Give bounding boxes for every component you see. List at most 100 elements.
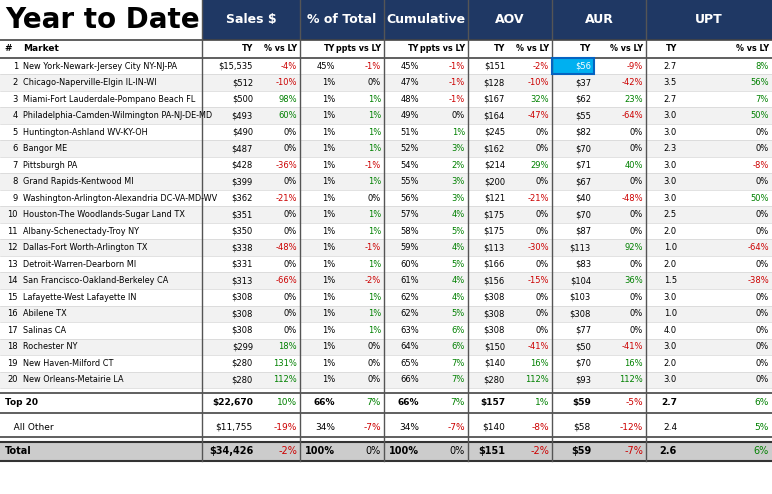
Bar xyxy=(0,240,772,256)
Text: % vs LY: % vs LY xyxy=(264,44,297,53)
Text: $157: $157 xyxy=(480,398,505,407)
Text: $77: $77 xyxy=(575,326,591,335)
Text: TY: TY xyxy=(665,44,677,53)
Text: 2.0: 2.0 xyxy=(664,359,677,368)
Text: Total: Total xyxy=(5,446,32,456)
Text: -64%: -64% xyxy=(621,111,643,120)
Text: New Haven-Milford CT: New Haven-Milford CT xyxy=(23,359,113,368)
Text: 5%: 5% xyxy=(754,423,769,432)
Text: 0%: 0% xyxy=(284,128,297,137)
Text: $140: $140 xyxy=(482,423,505,432)
Text: 17: 17 xyxy=(8,326,18,335)
Text: $71: $71 xyxy=(575,161,591,170)
Text: 60%: 60% xyxy=(279,111,297,120)
Text: -21%: -21% xyxy=(276,194,297,203)
Text: $166: $166 xyxy=(483,260,505,269)
Text: 1%: 1% xyxy=(367,144,381,153)
Text: $428: $428 xyxy=(232,161,253,170)
Text: 1%: 1% xyxy=(322,359,335,368)
Text: -1%: -1% xyxy=(449,95,465,104)
Bar xyxy=(552,58,594,75)
Bar xyxy=(0,75,772,91)
Text: 16%: 16% xyxy=(625,359,643,368)
Text: 4%: 4% xyxy=(452,293,465,302)
Text: New York-Newark-Jersey City NY-NJ-PA: New York-Newark-Jersey City NY-NJ-PA xyxy=(23,62,177,71)
Text: $128: $128 xyxy=(484,78,505,87)
Text: 64%: 64% xyxy=(401,342,419,351)
Text: Salinas CA: Salinas CA xyxy=(23,326,66,335)
Text: 18%: 18% xyxy=(279,342,297,351)
Text: -36%: -36% xyxy=(276,161,297,170)
Bar xyxy=(0,91,772,108)
Text: -38%: -38% xyxy=(747,276,769,285)
Text: $113: $113 xyxy=(484,243,505,252)
Text: 1%: 1% xyxy=(322,210,335,219)
Text: 3.0: 3.0 xyxy=(664,177,677,186)
Text: -2%: -2% xyxy=(530,446,549,456)
Text: -10%: -10% xyxy=(527,78,549,87)
Bar xyxy=(0,437,772,442)
Text: 2.7: 2.7 xyxy=(664,62,677,71)
Text: Huntington-Ashland WV-KY-OH: Huntington-Ashland WV-KY-OH xyxy=(23,128,147,137)
Text: 1%: 1% xyxy=(322,194,335,203)
Text: 3%: 3% xyxy=(452,194,465,203)
Text: -12%: -12% xyxy=(620,423,643,432)
Text: 7%: 7% xyxy=(756,95,769,104)
Text: 55%: 55% xyxy=(401,177,419,186)
Text: 0%: 0% xyxy=(536,293,549,302)
Text: -1%: -1% xyxy=(449,62,465,71)
Text: 0%: 0% xyxy=(284,177,297,186)
Text: 65%: 65% xyxy=(401,359,419,368)
Text: 112%: 112% xyxy=(525,375,549,384)
Text: 2.7: 2.7 xyxy=(664,95,677,104)
Text: 0%: 0% xyxy=(756,260,769,269)
Text: New Orleans-Metairie LA: New Orleans-Metairie LA xyxy=(23,375,124,384)
Text: 6: 6 xyxy=(12,144,18,153)
Text: 0%: 0% xyxy=(450,446,465,456)
Text: 9: 9 xyxy=(13,194,18,203)
Text: 49%: 49% xyxy=(401,111,419,120)
Text: 0%: 0% xyxy=(284,326,297,335)
Bar xyxy=(552,58,594,75)
Text: $70: $70 xyxy=(575,210,591,219)
Text: $15,535: $15,535 xyxy=(218,62,253,71)
Text: 57%: 57% xyxy=(401,210,419,219)
Text: 0%: 0% xyxy=(536,128,549,137)
Text: $308: $308 xyxy=(483,293,505,302)
Text: 0%: 0% xyxy=(284,227,297,236)
Text: Dallas-Fort Worth-Arlington TX: Dallas-Fort Worth-Arlington TX xyxy=(23,243,147,252)
Text: Houston-The Woodlands-Sugar Land TX: Houston-The Woodlands-Sugar Land TX xyxy=(23,210,185,219)
Text: 1%: 1% xyxy=(322,128,335,137)
Text: Philadelphia-Camden-Wilmington PA-NJ-DE-MD: Philadelphia-Camden-Wilmington PA-NJ-DE-… xyxy=(23,111,212,120)
Text: 2.3: 2.3 xyxy=(664,144,677,153)
Bar xyxy=(0,206,772,223)
Text: -2%: -2% xyxy=(533,62,549,71)
Text: $175: $175 xyxy=(484,210,505,219)
Text: 0%: 0% xyxy=(367,194,381,203)
Text: $280: $280 xyxy=(484,375,505,384)
Bar xyxy=(0,58,772,75)
Text: $11,755: $11,755 xyxy=(215,423,253,432)
Text: 3.0: 3.0 xyxy=(664,161,677,170)
Bar xyxy=(0,124,772,140)
Text: 8%: 8% xyxy=(756,62,769,71)
Text: 0%: 0% xyxy=(630,293,643,302)
Text: 100%: 100% xyxy=(305,446,335,456)
Text: $113: $113 xyxy=(570,243,591,252)
Text: 40%: 40% xyxy=(625,161,643,170)
Text: $37: $37 xyxy=(575,78,591,87)
Text: $313: $313 xyxy=(232,276,253,285)
Text: $280: $280 xyxy=(232,359,253,368)
Text: 1%: 1% xyxy=(322,293,335,302)
Text: 0%: 0% xyxy=(630,260,643,269)
Bar xyxy=(0,305,772,322)
Text: 3%: 3% xyxy=(452,144,465,153)
Text: $162: $162 xyxy=(484,144,505,153)
Text: 3.5: 3.5 xyxy=(664,78,677,87)
Text: $487: $487 xyxy=(232,144,253,153)
Text: 0%: 0% xyxy=(284,260,297,269)
Text: $58: $58 xyxy=(574,423,591,432)
Text: $59: $59 xyxy=(572,398,591,407)
Text: 112%: 112% xyxy=(619,375,643,384)
Text: 0%: 0% xyxy=(756,359,769,368)
